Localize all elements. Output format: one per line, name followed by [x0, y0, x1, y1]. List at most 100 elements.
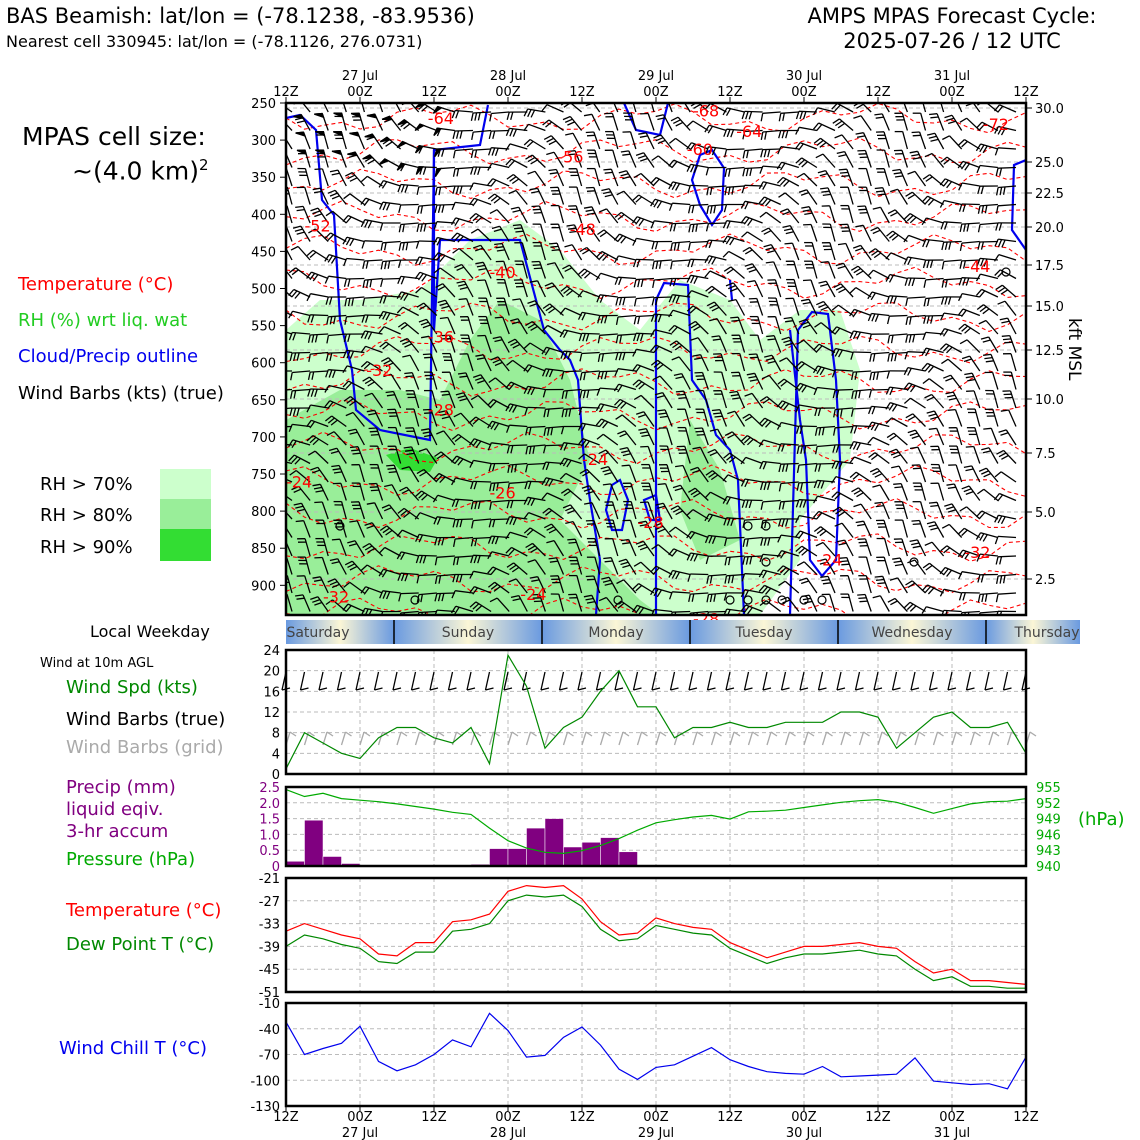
wind-barb-feather: [694, 427, 703, 430]
wind-barbs-grid-label: Wind Barbs (grid): [66, 737, 224, 758]
wind-barb-feather: [871, 454, 879, 461]
grid-wind-barb: [581, 731, 587, 746]
wind-barb-feather: [760, 131, 764, 141]
wind-barb-feather: [840, 408, 843, 417]
wind-barb-feather: [993, 254, 1000, 262]
wind-barb-feather: [474, 149, 478, 158]
wind-barb-feather: [635, 606, 641, 614]
y-tick-label: 952: [1036, 797, 1061, 812]
wind-barb-feather: [978, 319, 987, 325]
wind-barb: [872, 436, 890, 446]
grid-wind-barb: [969, 731, 976, 746]
wind-barb-feather: [890, 335, 894, 344]
grid-wind-barb-feather: [659, 731, 667, 737]
wind-barb-feather: [422, 166, 427, 175]
wind-barb-feather: [541, 325, 549, 332]
wind-barb-feather: [312, 210, 321, 215]
wind-barb-feather: [543, 427, 547, 437]
wind-barb-feather: [726, 129, 731, 138]
wind-barb-feather: [654, 391, 663, 396]
wind-barb-feather: [926, 396, 935, 402]
wind-barb-feather: [890, 188, 898, 193]
wind-barb-feather: [958, 277, 963, 286]
wind-barb-feather: [651, 261, 655, 270]
wind-barb-feather: [984, 356, 993, 360]
wind-barb-feather: [815, 153, 824, 159]
wind-barb-feather: [795, 515, 800, 524]
wind-barb-feather: [903, 235, 910, 243]
wind-barb-feather: [602, 468, 611, 473]
wind-barb-feather: [405, 449, 414, 452]
wind-barb-feather: [541, 492, 548, 500]
wind-barb-feather: [453, 412, 462, 418]
wind-barb: [436, 185, 455, 189]
wind-barb-feather: [342, 215, 349, 223]
wind-barb-feather: [330, 419, 338, 426]
wind-barb-feather: [838, 542, 847, 546]
wind-barb-feather: [888, 403, 895, 411]
wind-barb-feather: [632, 583, 640, 590]
wind-barb-feather: [958, 571, 963, 580]
wind-barb-feather: [595, 251, 603, 258]
true-wind-barb-feather: [688, 687, 698, 691]
wind-barb-feather: [957, 549, 964, 558]
wind-barb-feather: [895, 175, 904, 178]
wind-barb-feather: [687, 242, 691, 251]
wind-barb: [806, 189, 818, 205]
wind-barb-feather: [795, 425, 800, 434]
calm-wind-circle: [799, 595, 809, 605]
wind-barb-feather: [347, 298, 351, 307]
wind-barb: [682, 465, 691, 483]
wind-barb-feather: [487, 566, 494, 574]
wind-barb-feather: [871, 313, 876, 322]
wind-barb-feather: [874, 187, 883, 190]
wind-barb: [937, 446, 945, 464]
wind-barb-feather: [908, 334, 912, 343]
wind-barb-feather: [367, 159, 376, 165]
wind-barb-feather: [378, 180, 384, 188]
wind-barb-feather: [452, 538, 456, 548]
wind-barb: [640, 173, 655, 187]
weekday-label: Local Weekday: [90, 622, 210, 641]
wind-barb-feather: [306, 419, 312, 428]
wind-barb-feather: [457, 372, 466, 375]
wind-barb: [881, 502, 890, 520]
wind-barb-feather: [469, 601, 477, 608]
wind-barb-feather: [957, 161, 964, 169]
wind-barb-feather: [996, 611, 999, 615]
wind-barb: [864, 594, 872, 612]
wind-barb-feather: [633, 279, 637, 288]
wind-barb: [512, 173, 528, 187]
wind-barb: [860, 503, 872, 520]
wind-barb-feather: [686, 531, 692, 539]
wind-barb-feather: [347, 563, 355, 568]
wind-barb: [286, 478, 293, 483]
wind-barb-feather: [675, 295, 680, 304]
wind-barb-feather: [329, 316, 333, 325]
wind-barb-feather: [635, 540, 644, 545]
wind-barb-feather: [909, 216, 917, 224]
wind-barb: [553, 151, 565, 168]
true-wind-barb: [910, 671, 916, 691]
wind-barb: [584, 453, 601, 465]
wind-barb: [297, 246, 311, 261]
wind-barb-feather: [306, 249, 314, 257]
wind-barb: [455, 536, 474, 540]
wind-barb-feather: [820, 283, 829, 287]
wind-barb-feather: [887, 597, 896, 603]
wind-barb-feather: [565, 520, 574, 525]
wind-barb-feather: [997, 105, 1004, 113]
wind-barb-feather: [293, 390, 297, 399]
wind-barb-feather: [672, 294, 677, 303]
true-wind-barb: [965, 671, 972, 691]
wind-barb-pennant: [293, 114, 305, 120]
wind-barb-feather: [326, 316, 329, 325]
wind-barb-feather: [459, 574, 463, 583]
wind-barb-feather: [380, 278, 384, 288]
nearest-cell-label: Nearest cell 330945: lat/lon = (-78.1126…: [6, 32, 423, 51]
wind-barb-feather: [965, 375, 974, 379]
true-wind-barb: [540, 671, 546, 691]
wind-barb-feather: [470, 112, 474, 121]
wind-barb: [997, 592, 1017, 595]
wind-barb-feather: [903, 397, 911, 404]
